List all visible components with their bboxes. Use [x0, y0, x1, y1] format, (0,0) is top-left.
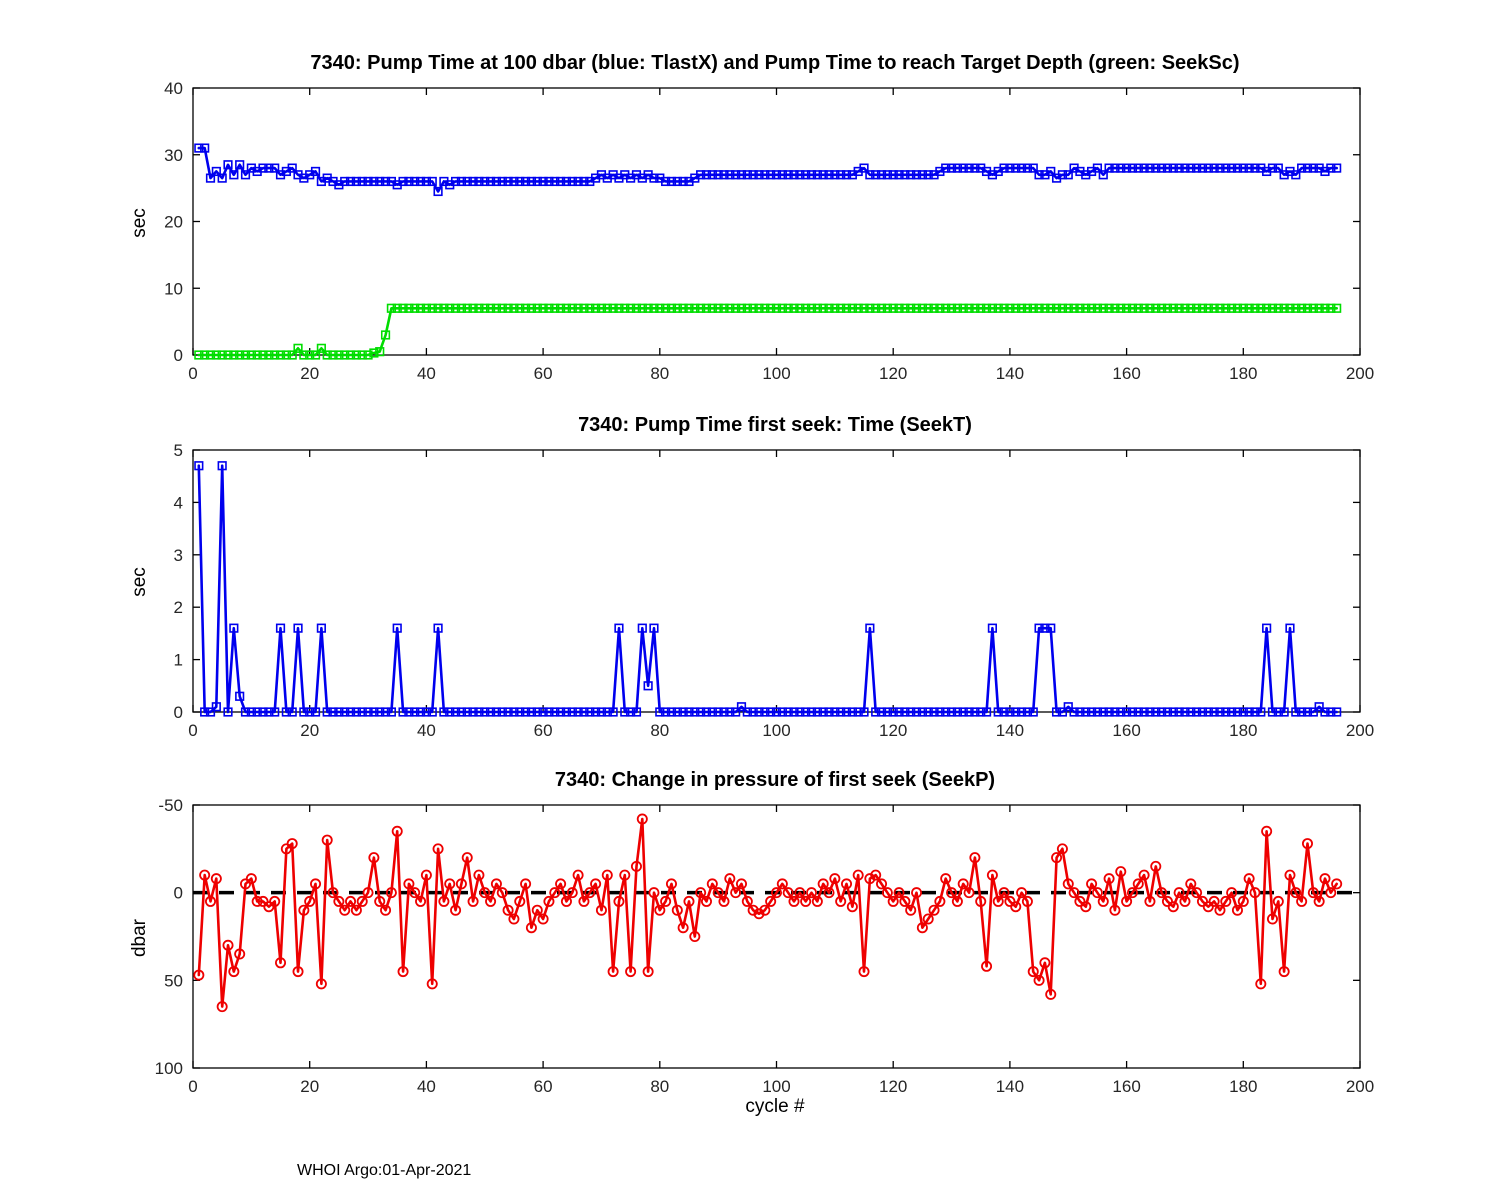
y-axis-ticks: 0 10 20 30 40 [164, 79, 1360, 365]
x-axis-ticks: 0 20 40 60 80 100 120 140 160 180 200 [188, 805, 1374, 1096]
y-tick-label: 50 [164, 971, 183, 990]
footer-text: WHOI Argo:01-Apr-2021 [297, 1162, 472, 1179]
y-tick-label: 3 [174, 546, 183, 565]
x-tick-label: 100 [762, 364, 790, 383]
y-tick-label: 20 [164, 213, 183, 232]
y-axis-label-seekp: dbar [129, 918, 150, 958]
series-seeksc [194, 303, 1342, 360]
x-tick-label: 180 [1229, 1077, 1257, 1096]
series-seekt [194, 461, 1342, 717]
series-markers [194, 461, 1342, 717]
chart-title-pump: 7340: Pump Time at 100 dbar (blue: Tlast… [310, 52, 1240, 74]
y-tick-label: 5 [174, 441, 183, 460]
series-line [197, 464, 1338, 714]
y-tick-label: -50 [158, 796, 183, 815]
x-tick-label: 40 [417, 721, 436, 740]
x-tick-label: 140 [996, 721, 1024, 740]
x-tick-label: 120 [879, 1077, 907, 1096]
x-tick-label: 0 [188, 1077, 197, 1096]
x-axis-ticks: 0 20 40 60 80 100 120 140 160 180 200 [188, 88, 1374, 383]
x-tick-label: 160 [1112, 721, 1140, 740]
chart-seek-time: 0 20 40 60 80 100 120 140 160 180 200 0 1 2 3 4 5 [174, 441, 1375, 740]
x-tick-label: 200 [1346, 1077, 1374, 1096]
x-tick-label: 140 [996, 364, 1024, 383]
series-line [197, 146, 1338, 193]
axes-box [192, 87, 1361, 356]
y-axis-ticks: -50 0 50 100 [155, 796, 1360, 1078]
x-tick-label: 200 [1346, 364, 1374, 383]
series-line [197, 306, 1338, 357]
y-tick-label: 40 [164, 79, 183, 98]
x-axis-ticks: 0 20 40 60 80 100 120 140 160 180 200 [188, 450, 1374, 740]
x-tick-label: 180 [1229, 721, 1257, 740]
x-tick-label: 60 [534, 364, 553, 383]
axes-box [192, 449, 1361, 713]
y-tick-label: 0 [174, 884, 183, 903]
y-axis-label-seekt: sec [129, 567, 150, 597]
series-tlastx [194, 143, 1342, 197]
x-tick-label: 60 [534, 721, 553, 740]
x-tick-label: 40 [417, 1077, 436, 1096]
series-seekp [193, 813, 1343, 1013]
chart-pump-time: 0 20 40 60 80 100 120 140 160 180 200 0 10 20 30 40 [164, 79, 1374, 383]
y-tick-label: 1 [174, 651, 183, 670]
x-axis-label: cycle # [745, 1096, 805, 1117]
x-tick-label: 40 [417, 364, 436, 383]
y-tick-label: 0 [174, 346, 183, 365]
x-tick-label: 0 [188, 364, 197, 383]
y-tick-label: 10 [164, 279, 183, 298]
x-tick-label: 200 [1346, 721, 1374, 740]
x-tick-label: 60 [534, 1077, 553, 1096]
x-tick-label: 20 [300, 1077, 319, 1096]
x-tick-label: 100 [762, 721, 790, 740]
x-tick-label: 100 [762, 1077, 790, 1096]
x-tick-label: 160 [1112, 364, 1140, 383]
x-tick-label: 0 [188, 721, 197, 740]
y-tick-label: 4 [174, 493, 183, 512]
x-tick-label: 80 [650, 1077, 669, 1096]
axes-box [192, 804, 1361, 1069]
x-tick-label: 140 [996, 1077, 1024, 1096]
y-tick-label: 100 [155, 1059, 183, 1078]
chart-seek-pressure: 0 20 40 60 80 100 120 140 160 180 200 -50 0 50 100 [155, 796, 1375, 1096]
chart-title-seekt: 7340: Pump Time first seek: Time (SeekT) [578, 414, 972, 436]
y-axis-label-pump: sec [129, 208, 150, 238]
x-tick-label: 120 [879, 364, 907, 383]
y-tick-label: 30 [164, 146, 183, 165]
x-tick-label: 160 [1112, 1077, 1140, 1096]
series-markers [194, 143, 1342, 197]
series-markers [193, 813, 1343, 1013]
y-tick-label: 2 [174, 598, 183, 617]
y-tick-label: 0 [174, 703, 183, 722]
x-tick-label: 80 [650, 364, 669, 383]
chart-title-seekp: 7340: Change in pressure of first seek (… [554, 769, 996, 791]
x-tick-label: 80 [650, 721, 669, 740]
x-tick-label: 120 [879, 721, 907, 740]
x-tick-label: 20 [300, 721, 319, 740]
series-markers [194, 303, 1342, 360]
x-tick-label: 20 [300, 364, 319, 383]
x-tick-label: 180 [1229, 364, 1257, 383]
